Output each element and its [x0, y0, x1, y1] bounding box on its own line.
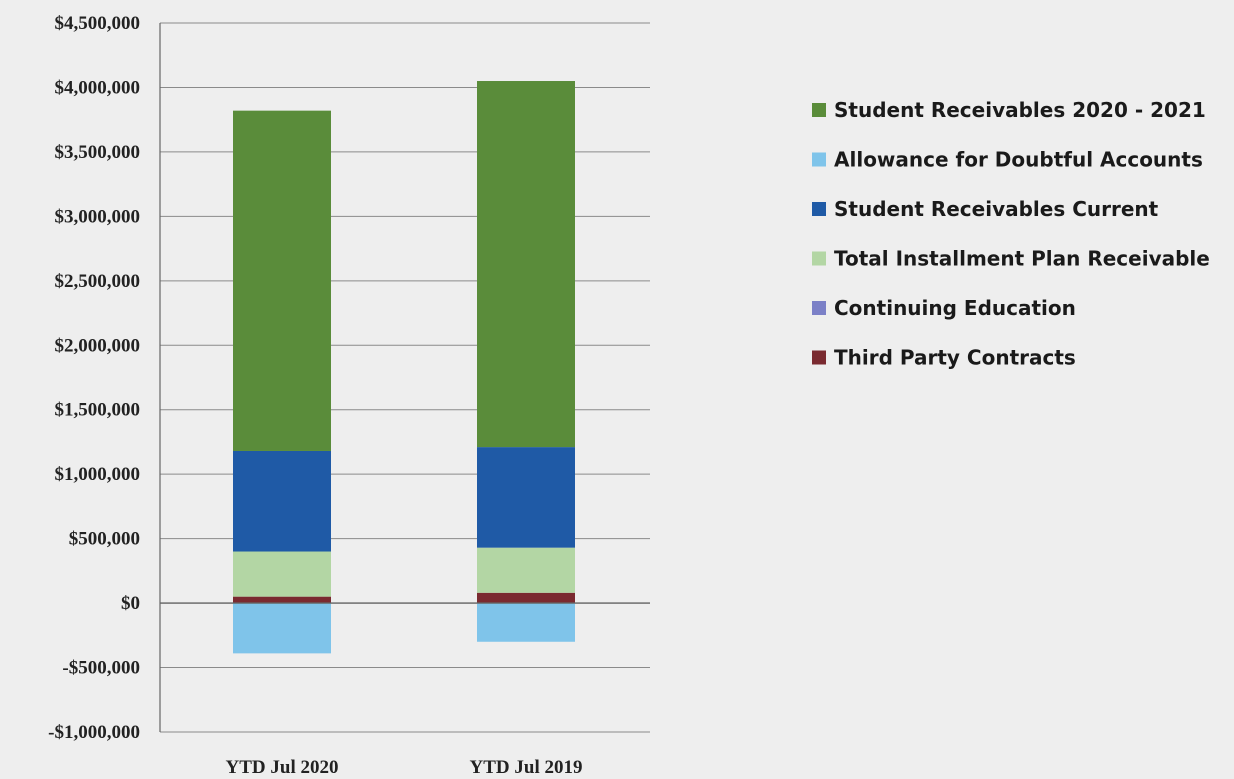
y-tick-labels: $4,500,000 $4,000,000 $3,500,000 $3,000,000… — [48, 13, 140, 743]
bar-segment — [477, 592, 575, 604]
legend-label: Total Installment Plan Receivable — [834, 247, 1210, 271]
y-tick-label: $3,500,000 — [55, 142, 141, 163]
legend-swatch — [812, 152, 826, 167]
y-tick-label: $1,000,000 — [55, 464, 141, 485]
bar-segment — [233, 603, 331, 654]
legend: Student Receivables 2020 - 2021 Allowance… — [812, 98, 1210, 370]
y-tick-label: -$1,000,000 — [48, 722, 140, 743]
x-tick-label: YTD Jul 2020 — [226, 757, 339, 778]
y-tick-label: $0 — [121, 593, 140, 614]
y-tick-label: -$500,000 — [62, 658, 140, 679]
y-tick-label: $2,500,000 — [55, 271, 141, 292]
legend-label: Allowance for Doubtful Accounts — [834, 148, 1203, 172]
y-tick-label: $1,500,000 — [55, 400, 141, 421]
y-tick-label: $4,000,000 — [55, 77, 141, 98]
legend-swatch — [812, 202, 826, 216]
legend-label: Student Receivables 2020 - 2021 — [834, 98, 1206, 122]
legend-label: Student Receivables Current — [834, 197, 1159, 221]
x-tick-labels: YTD Jul 2020 YTD Jul 2019 — [226, 757, 583, 778]
y-tick-label: $3,000,000 — [55, 206, 141, 227]
bar-segment — [233, 450, 331, 552]
legend-label: Third Party Contracts — [834, 346, 1076, 370]
bars — [233, 81, 575, 654]
bar-segment — [233, 551, 331, 597]
bar-segment — [477, 603, 575, 642]
legend-label: Continuing Education — [834, 296, 1076, 320]
bar-segment — [477, 447, 575, 548]
bar-segment — [233, 110, 331, 451]
y-tick-label: $2,000,000 — [55, 335, 141, 356]
axes — [159, 23, 650, 732]
x-tick-label: YTD Jul 2019 — [470, 757, 583, 778]
y-tick-label: $4,500,000 — [55, 13, 141, 34]
bar-segment — [477, 81, 575, 448]
legend-swatch — [812, 350, 826, 365]
y-tick-label: $500,000 — [69, 529, 140, 550]
legend-swatch — [812, 103, 826, 117]
legend-swatch — [812, 301, 826, 315]
bar-segment — [233, 596, 331, 604]
legend-swatch — [812, 251, 826, 266]
bar-segment — [477, 547, 575, 593]
